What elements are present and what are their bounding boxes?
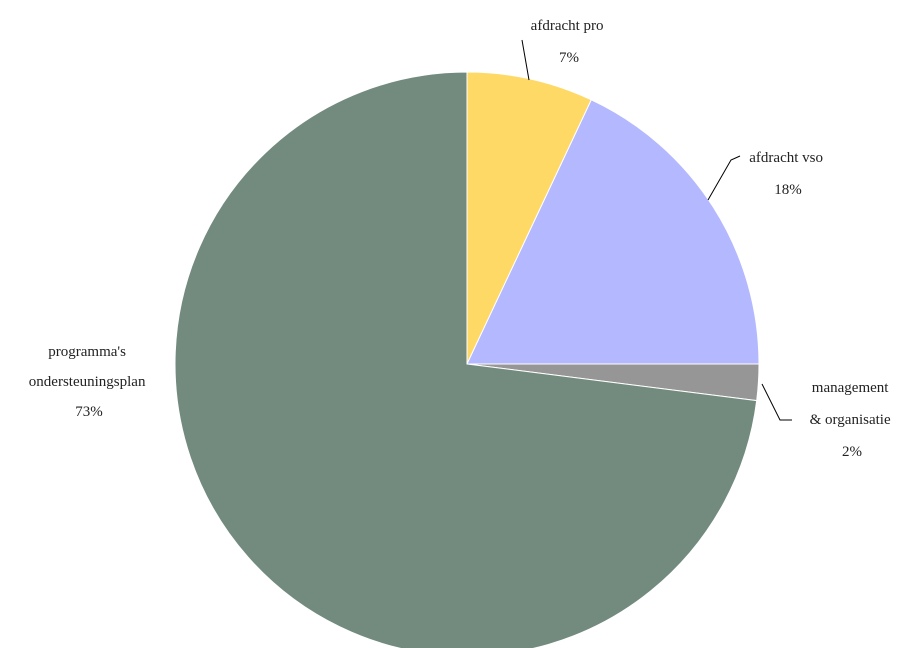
pie-slice-afdracht-pro (466, 71, 592, 365)
leader-line-afdracht-pro (521, 39, 530, 81)
pie-slices (174, 71, 760, 648)
pie-slice-programmas-ondersteuningsplan (174, 71, 758, 648)
pie-slice-afdracht-vso (466, 99, 760, 365)
slice-labels: afdracht pro 7% afdracht vso 18% managem… (29, 18, 895, 460)
label-afdracht-vso: afdracht vso 18% (749, 150, 826, 198)
leader-lines (521, 39, 792, 421)
leader-line-management-organisatie (761, 383, 792, 421)
leader-line-afdracht-vso (707, 155, 741, 201)
label-management-organisatie: management & organisatie 2% (810, 380, 895, 460)
label-programmas-ondersteuningsplan: programma's ondersteuningsplan 73% (29, 344, 149, 420)
label-afdracht-pro: afdracht pro 7% (531, 18, 608, 66)
